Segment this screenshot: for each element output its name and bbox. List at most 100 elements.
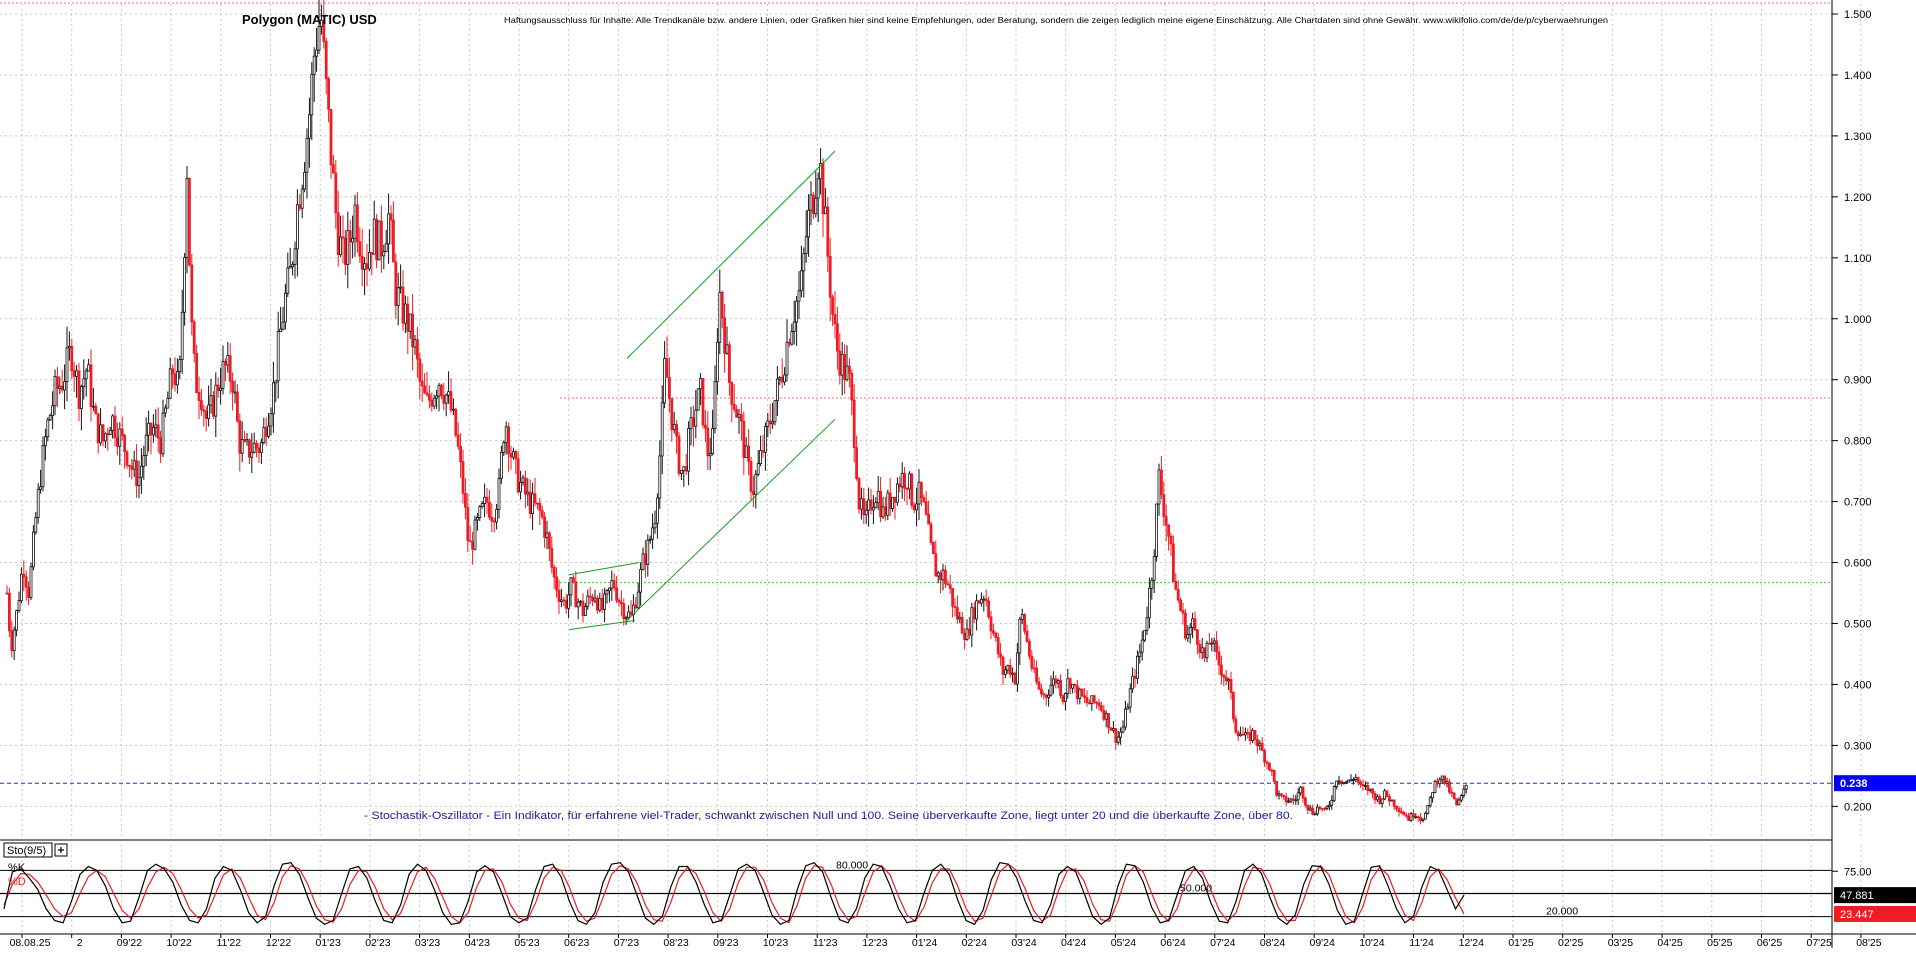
candle-body [1176,588,1180,601]
candle-body [70,345,74,372]
candle-body [396,287,400,306]
x-tick-label: 11'24 [1409,937,1434,948]
candle-body [298,204,302,209]
candle-body [178,359,182,372]
candle-body [869,499,873,511]
candle-body [908,473,911,490]
candle-body [680,470,683,474]
candle-body [603,593,606,610]
candle-body [939,572,942,581]
candle-body [454,408,458,436]
candle-body [1258,742,1262,747]
candle-body [812,194,815,215]
candle-body [1282,794,1286,798]
candle-body [391,219,395,263]
candle-body [156,424,160,439]
candle-body [874,502,878,508]
candle-body [704,424,707,429]
candle-body [245,439,249,442]
candle-body [1188,627,1192,635]
candle-body [7,592,11,632]
candle-body [478,506,482,518]
candle-body [269,413,273,427]
candle-body [187,177,191,266]
candle-body [792,321,796,332]
candle-body [1260,742,1264,751]
candle-body [339,236,343,255]
candle-body [247,439,251,458]
candle-body [430,399,434,407]
candle-body [699,377,702,390]
candle-body [516,458,520,493]
candle-body [1109,727,1113,731]
candle-body [1397,808,1401,813]
candle-body [1256,739,1259,747]
candle-body [732,404,736,410]
candle-body [471,541,475,550]
candle-body [1232,691,1235,720]
candle-body [1095,701,1098,704]
candle-body [1337,780,1341,783]
candle-body [581,600,585,616]
candle-body [1318,806,1322,809]
candle-body [444,394,448,404]
candle-body [259,442,263,453]
candle-body [696,388,700,411]
candle-body [1438,779,1442,785]
candle-body [555,576,558,591]
candle-body [199,400,203,411]
candle-body [34,517,38,533]
candle-body [1066,678,1070,694]
candle-body [1121,726,1125,733]
candle-body [512,451,515,458]
candle-body [324,40,328,80]
candle-body [406,303,410,332]
candle-body [363,263,367,270]
candle-body [1023,614,1026,632]
candle-body [1090,695,1094,704]
candle-body [747,445,750,462]
candle-body [641,553,645,570]
candle-body [1100,705,1103,711]
k-value-tag [1834,887,1916,904]
candle-body [466,506,470,542]
candle-body [836,323,839,352]
candle-body [562,599,566,602]
grid-layer [0,4,1862,932]
candle-body [1294,799,1298,802]
candle-body [682,466,686,471]
candle-body [1205,642,1209,659]
sto-label-box[interactable]: Sto(9/5) [3,842,68,858]
candle-body [533,493,537,504]
candle-body [497,477,501,510]
candle-body [281,321,285,330]
candle-body [490,516,494,522]
candle-body [689,417,693,429]
candle-body [987,600,990,618]
candle-body [634,604,638,609]
candle-body [975,600,978,620]
trend-line [568,562,640,576]
candle-body [1251,729,1254,741]
candle-body [999,653,1002,658]
candle-body [660,402,664,457]
candle-body [1400,811,1403,814]
candle-body [329,109,333,166]
candle-body [828,255,832,298]
candle-body [1119,731,1122,738]
candle-body [17,600,21,612]
x-tick-label: 09'24 [1310,937,1336,948]
candle-body [1253,729,1257,740]
candle-body [615,587,618,601]
x-tick-label: 01'24 [912,937,938,948]
candle-body [447,391,451,396]
candle-body [1289,798,1293,802]
candle-body [1308,807,1312,811]
candle-body [905,487,909,490]
candle-body [1164,516,1168,526]
candle-body [403,303,407,324]
candle-body [197,392,201,401]
candle-body [768,420,772,425]
candle-body [461,461,465,494]
